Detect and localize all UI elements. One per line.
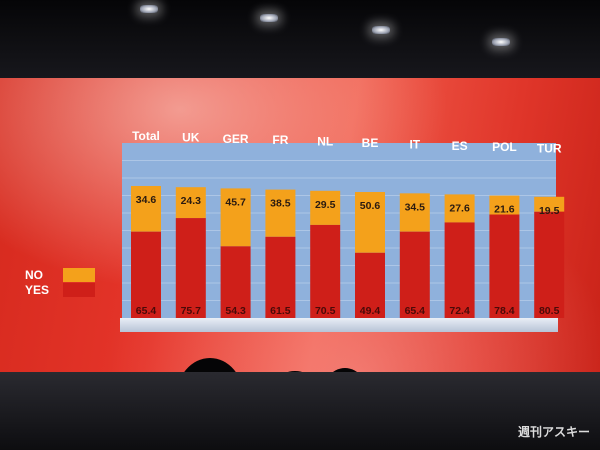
bar-yes-pol	[489, 214, 520, 318]
data-label-yes: 61.5	[270, 305, 291, 317]
legend-label: NO	[25, 268, 43, 282]
bar-no-tur	[534, 196, 565, 212]
category-label: IT	[409, 137, 420, 151]
bar-no-ger	[220, 188, 251, 247]
spotlight	[140, 5, 158, 13]
bar-yes-es	[444, 222, 475, 318]
data-label-yes: 72.4	[449, 305, 470, 317]
watermark: 週刊アスキー	[517, 425, 590, 439]
audience-stage	[0, 372, 600, 450]
category-label: UK	[182, 130, 200, 144]
data-label-no: 34.5	[405, 201, 426, 213]
spotlight	[260, 14, 278, 22]
category-label: ES	[452, 139, 468, 153]
bar-yes-total	[131, 231, 161, 318]
data-label-yes: 65.4	[405, 305, 426, 317]
bar-no-fr	[265, 189, 296, 237]
category-label: GER	[223, 132, 249, 146]
data-label-no: 38.5	[270, 198, 291, 210]
bar-no-es	[444, 194, 475, 223]
data-label-no: 21.6	[494, 204, 515, 216]
ceiling	[0, 0, 600, 78]
data-label-yes: 49.4	[360, 305, 381, 317]
bar-no-uk	[175, 187, 206, 219]
bar-yes-be	[355, 252, 385, 318]
legend-swatch	[63, 268, 95, 282]
data-label-yes: 80.5	[539, 305, 560, 317]
bar-no-pol	[489, 195, 520, 215]
category-label: NL	[317, 135, 333, 149]
bar-no-total	[131, 186, 161, 232]
category-label: BE	[362, 136, 379, 150]
bar-yes-tur	[534, 211, 565, 318]
category-label: TUR	[537, 142, 562, 156]
legend-label: YES	[25, 283, 49, 297]
chart-base	[120, 318, 558, 332]
bar-yes-nl	[310, 224, 341, 318]
data-label-yes: 78.4	[494, 305, 515, 317]
bar-no-it	[399, 193, 430, 232]
category-label: FR	[272, 133, 288, 147]
bar-yes-it	[399, 231, 430, 318]
data-label-no: 34.6	[136, 194, 157, 206]
data-label-no: 45.7	[225, 196, 246, 208]
bar-no-be	[355, 192, 385, 253]
bar-yes-ger	[220, 246, 251, 318]
bar-yes-fr	[265, 236, 296, 318]
data-label-yes: 65.4	[136, 305, 157, 317]
data-label-yes: 54.3	[225, 305, 246, 317]
category-label: POL	[492, 140, 517, 154]
data-label-yes: 70.5	[315, 305, 336, 317]
data-label-no: 19.5	[539, 205, 560, 217]
spotlight	[492, 38, 510, 46]
bar-yes-uk	[175, 218, 206, 318]
data-label-no: 29.5	[315, 199, 336, 211]
category-label: Total	[132, 129, 160, 143]
data-label-no: 24.3	[181, 195, 202, 207]
bar-no-nl	[310, 190, 341, 225]
data-label-no: 27.6	[449, 202, 470, 214]
data-label-yes: 75.7	[181, 305, 202, 317]
data-label-no: 50.6	[360, 200, 381, 212]
legend-swatch	[63, 283, 95, 297]
spotlight	[372, 26, 390, 34]
